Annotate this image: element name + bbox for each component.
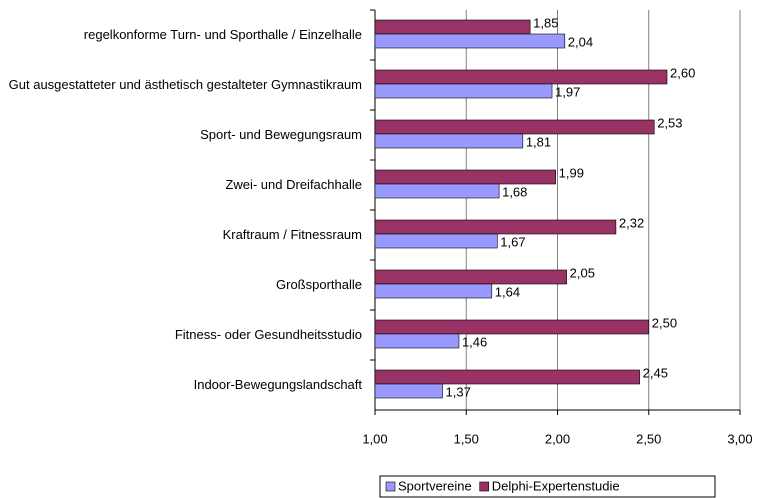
x-tick-label: 1,50 bbox=[454, 431, 479, 446]
category-label: Fitness- oder Gesundheitsstudio bbox=[174, 327, 362, 342]
bar bbox=[374, 83, 553, 99]
bar bbox=[374, 269, 567, 285]
category-label: regelkonforme Turn- und Sporthalle / Ein… bbox=[83, 27, 362, 42]
bar bbox=[374, 319, 650, 335]
value-label: 2,53 bbox=[657, 115, 682, 130]
x-tick-label: 2,00 bbox=[545, 431, 570, 446]
category-label: Großsporthalle bbox=[276, 277, 362, 292]
value-label: 1,68 bbox=[502, 184, 527, 199]
legend-swatch bbox=[479, 481, 490, 492]
bar bbox=[374, 183, 500, 199]
value-label: 1,64 bbox=[495, 284, 520, 299]
category-label: Indoor-Bewegungslandschaft bbox=[193, 377, 362, 392]
bar bbox=[374, 33, 566, 49]
x-tick-label: 1,00 bbox=[362, 431, 387, 446]
category-label: Sport- und Bewegungsraum bbox=[200, 127, 362, 142]
value-label: 2,32 bbox=[619, 215, 644, 230]
bar bbox=[374, 383, 443, 399]
legend-swatch bbox=[385, 481, 396, 492]
value-label: 1,99 bbox=[559, 165, 584, 180]
bar bbox=[374, 19, 531, 35]
x-tick-label: 3,00 bbox=[727, 431, 752, 446]
x-tick-label: 2,50 bbox=[636, 431, 661, 446]
bar bbox=[374, 69, 668, 85]
value-label: 1,85 bbox=[533, 15, 558, 30]
value-label: 1,97 bbox=[555, 84, 580, 99]
bar bbox=[374, 233, 498, 249]
value-label: 1,46 bbox=[462, 334, 487, 349]
value-label: 2,04 bbox=[568, 34, 593, 49]
category-label: Zwei- und Dreifachhalle bbox=[225, 177, 362, 192]
category-label: Kraftraum / Fitnessraum bbox=[222, 227, 362, 242]
value-label: 1,67 bbox=[500, 234, 525, 249]
category-label: Gut ausgestatteter und ästhetisch gestal… bbox=[8, 77, 362, 92]
bar bbox=[374, 219, 617, 235]
value-label: 1,37 bbox=[446, 384, 471, 399]
value-label: 2,45 bbox=[643, 365, 668, 380]
bar bbox=[374, 169, 556, 185]
bar bbox=[374, 119, 655, 135]
legend-label: Sportvereine bbox=[398, 478, 472, 493]
value-label: 2,60 bbox=[670, 65, 695, 80]
bar bbox=[374, 333, 460, 349]
value-label: 2,05 bbox=[570, 265, 595, 280]
legend-box bbox=[379, 475, 716, 498]
legend-label: Delphi-Expertenstudie bbox=[492, 478, 620, 493]
bar bbox=[374, 133, 524, 149]
value-label: 1,81 bbox=[526, 134, 551, 149]
bar bbox=[374, 369, 640, 385]
bar bbox=[374, 283, 493, 299]
value-label: 2,50 bbox=[652, 315, 677, 330]
